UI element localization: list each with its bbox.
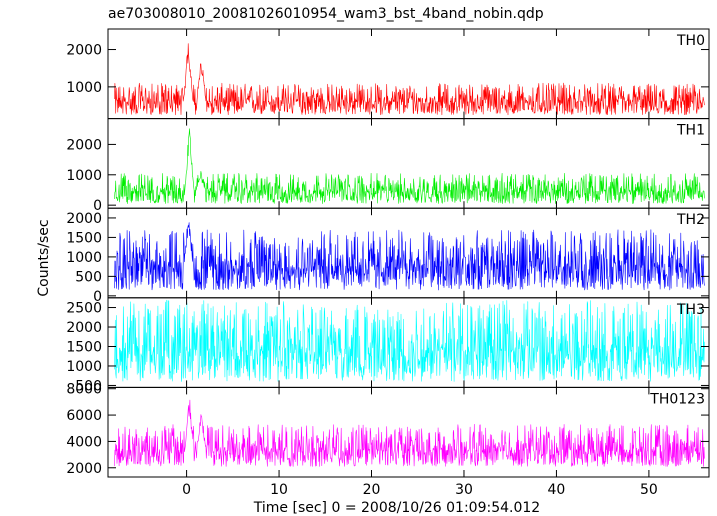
y-tick-label: 1500 <box>66 230 102 246</box>
panel-th0123: 2000 4000 6000 8000 TH0123 <box>66 382 710 478</box>
panel-label: TH2 <box>676 212 705 228</box>
y-tick-label: 1000 <box>66 80 102 96</box>
panel-label: TH0123 <box>649 391 705 407</box>
x-tick-label: 20 <box>363 482 381 498</box>
y-tick-label: 2000 <box>66 137 102 153</box>
y-tick-label: 4000 <box>66 434 102 450</box>
panel-frame <box>107 386 710 478</box>
y-tick-label: 6000 <box>66 408 102 424</box>
y-tick-label: 2000 <box>66 461 102 477</box>
y-tick-label: 1000 <box>66 359 102 375</box>
panel-th2: 0 500 1000 1500 2000 TH2 <box>66 207 710 305</box>
y-tick-label: 8000 <box>66 382 102 398</box>
x-tick-label: 0 <box>182 482 191 498</box>
panel-frame <box>107 28 710 120</box>
y-tick-label: 500 <box>75 378 102 394</box>
y-tick-label: 2000 <box>66 320 102 336</box>
y-tick-label: 0 <box>93 198 102 214</box>
x-axis: 0 10 20 30 40 50 <box>182 482 658 498</box>
x-tick-label: 40 <box>548 482 566 498</box>
series-line-th0123 <box>114 399 705 467</box>
y-tick-label: 1000 <box>66 250 102 266</box>
series-line-th1 <box>114 128 705 204</box>
series-line-th3 <box>114 299 705 382</box>
y-tick-label: 0 <box>93 289 102 305</box>
x-tick-label: 10 <box>270 482 288 498</box>
chart-title: ae703008010_20081026010954_wam3_bst_4ban… <box>108 6 544 22</box>
panel-label: TH0 <box>676 33 705 49</box>
y-tick-label: 2500 <box>66 301 102 317</box>
panel-th3: 500 1000 1500 2000 2500 TH3 <box>66 297 710 394</box>
x-tick-label: 50 <box>640 482 658 498</box>
series-line-th0 <box>114 43 705 116</box>
y-tick-label: 1000 <box>66 168 102 184</box>
y-tick-label: 2000 <box>66 211 102 227</box>
panel-label: TH3 <box>676 302 705 318</box>
series-line-th2 <box>114 222 705 291</box>
panel-th0: 1000 2000 TH0 <box>66 28 710 120</box>
panel-label: TH1 <box>676 123 705 139</box>
x-tick-label: 30 <box>455 482 473 498</box>
y-tick-label: 2000 <box>66 43 102 59</box>
panels: 1000 2000 TH0 0 1000 2000 TH1 0 500 1000 1500 2000 T… <box>66 28 710 478</box>
y-axis-label: Counts/sec <box>36 219 52 296</box>
panel-th1: 0 1000 2000 TH1 <box>66 118 710 214</box>
y-tick-label: 1500 <box>66 339 102 355</box>
y-tick-label: 500 <box>75 269 102 285</box>
x-axis-label: Time [sec] 0 = 2008/10/26 01:09:54.012 <box>253 500 540 516</box>
